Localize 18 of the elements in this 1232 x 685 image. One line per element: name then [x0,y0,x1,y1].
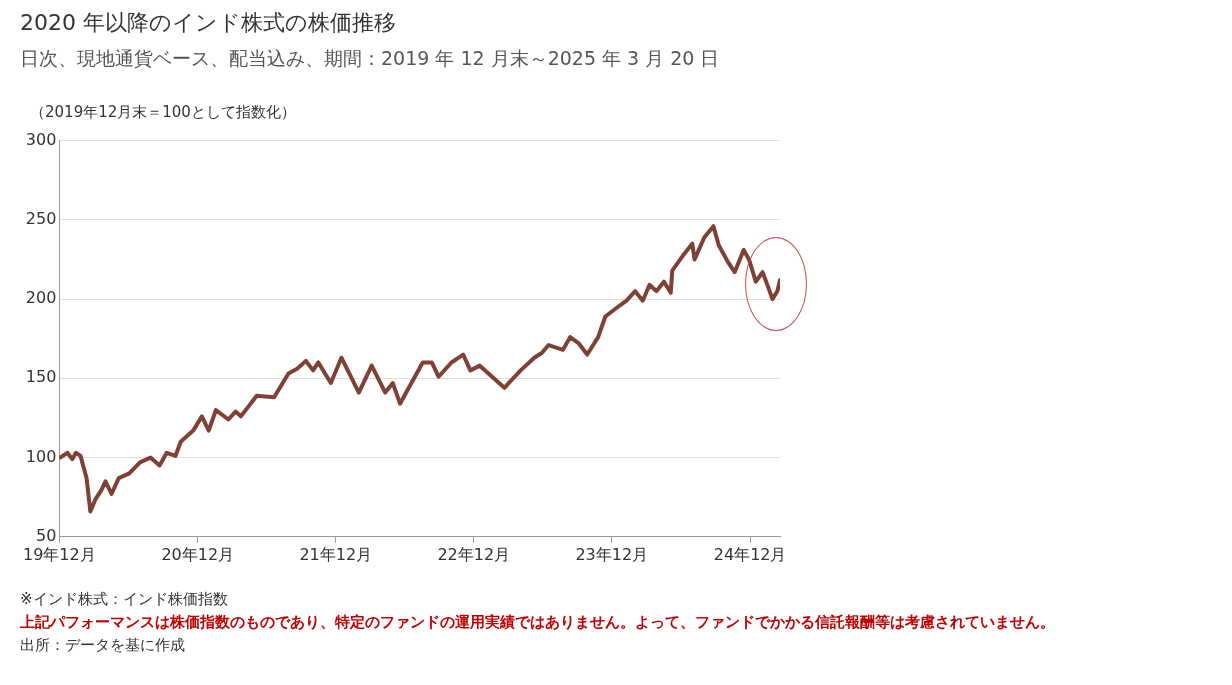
x-tick-label: 21年12月 [299,544,373,564]
chart-title: 2020 年以降のインド株式の株価推移 [20,9,396,37]
x-tick-label: 22年12月 [437,544,511,564]
y-tick-label: 200 [25,288,57,308]
y-tick-label: 50 [36,525,57,545]
text: 上記パフォーマンスは株価指数のものであり、特定のファンドの運用実績ではありません。よって、ファンドでかかる信託報酬等は考慮されていません。 [20,612,1055,633]
y-tick-label: 300 [25,129,57,149]
y-tick-label: 100 [25,446,57,466]
x-tick-label: 19年12月 [23,544,96,564]
x-tick-label: 23年12月 [575,544,649,564]
y-tick-label: 150 [25,367,57,387]
x-tick-label: 20年12月 [161,544,235,564]
x-tick-label: 24年12月 [713,544,787,564]
y-tick-label: 250 [25,209,57,228]
chart-subtitle: 日次、現地通貨ベース、配当込み、期間：2019 年 12 月末～2025 年 3 月 20 日 [20,46,720,71]
y-axis-title: （2019年12月末＝100として指数化） [30,103,296,122]
text: ※インド株式：インド株価指数 [20,589,229,610]
text: 出所：データを基に作成 [20,635,186,656]
